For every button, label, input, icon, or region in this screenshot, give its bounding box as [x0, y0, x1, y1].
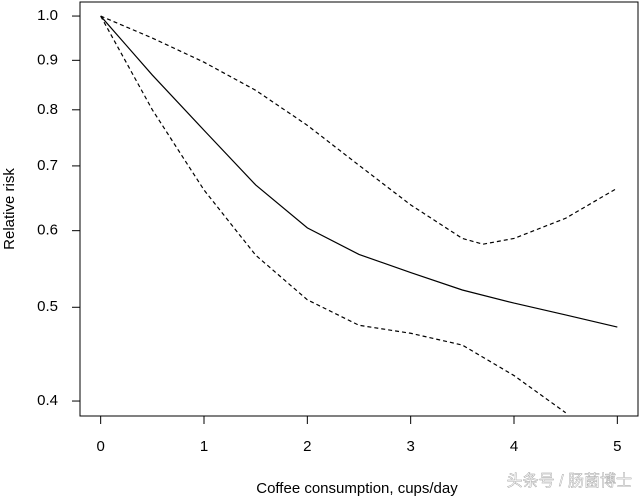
series-line	[100, 15, 618, 245]
y-tick-label: 0.7	[37, 157, 58, 174]
x-tick-label: 3	[406, 438, 414, 455]
x-tick-label: 1	[200, 438, 208, 455]
y-tick-label: 0.5	[37, 298, 58, 315]
watermark: 头条号 / 肠菌博士	[507, 472, 632, 490]
plot-frame	[79, 1, 639, 417]
y-tick-label: 1.0	[37, 7, 58, 24]
y-tick-label: 0.8	[37, 101, 58, 118]
y-tick-label: 0.6	[37, 222, 58, 239]
y-axis-label: Relative risk	[1, 168, 18, 250]
x-tick-label: 0	[96, 438, 104, 455]
y-tick-label: 0.4	[37, 392, 58, 409]
x-tick-label: 2	[303, 438, 311, 455]
x-tick-label: 4	[510, 438, 518, 455]
series-line	[100, 15, 567, 414]
y-tick-label: 0.9	[37, 51, 58, 68]
x-axis-label: Coffee consumption, cups/day	[256, 480, 458, 497]
series-line	[100, 15, 618, 328]
x-tick-label: 5	[613, 438, 621, 455]
